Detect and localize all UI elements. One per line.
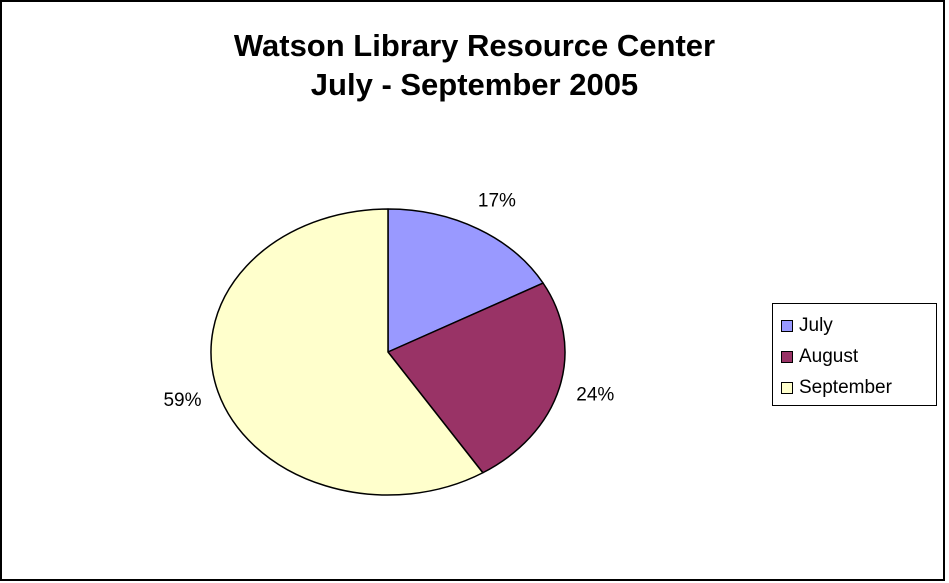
data-label-july: 17% [478,190,516,211]
chart-title-line-2: July - September 2005 [310,67,639,102]
legend-swatch-september [781,381,793,394]
legend-item-july: July [773,310,936,341]
pie-slice-july [387,208,544,353]
legend-label-july: July [799,314,833,336]
pie-slice-september [210,208,484,496]
pie-slice-august [387,282,566,474]
legend-label-september: September [799,376,892,398]
legend-swatch-august [781,350,793,363]
chart-title: Watson Library Resource Center July - Se… [2,26,947,104]
data-label-september: 59% [163,390,201,411]
chart-legend: July August September [772,303,937,406]
legend-item-august: August [773,341,936,372]
legend-label-august: August [799,345,859,367]
legend-swatch-july [781,319,793,332]
data-label-august: 24% [576,385,614,406]
legend-item-september: September [773,372,936,403]
chart-title-line-1: Watson Library Resource Center [233,28,716,63]
